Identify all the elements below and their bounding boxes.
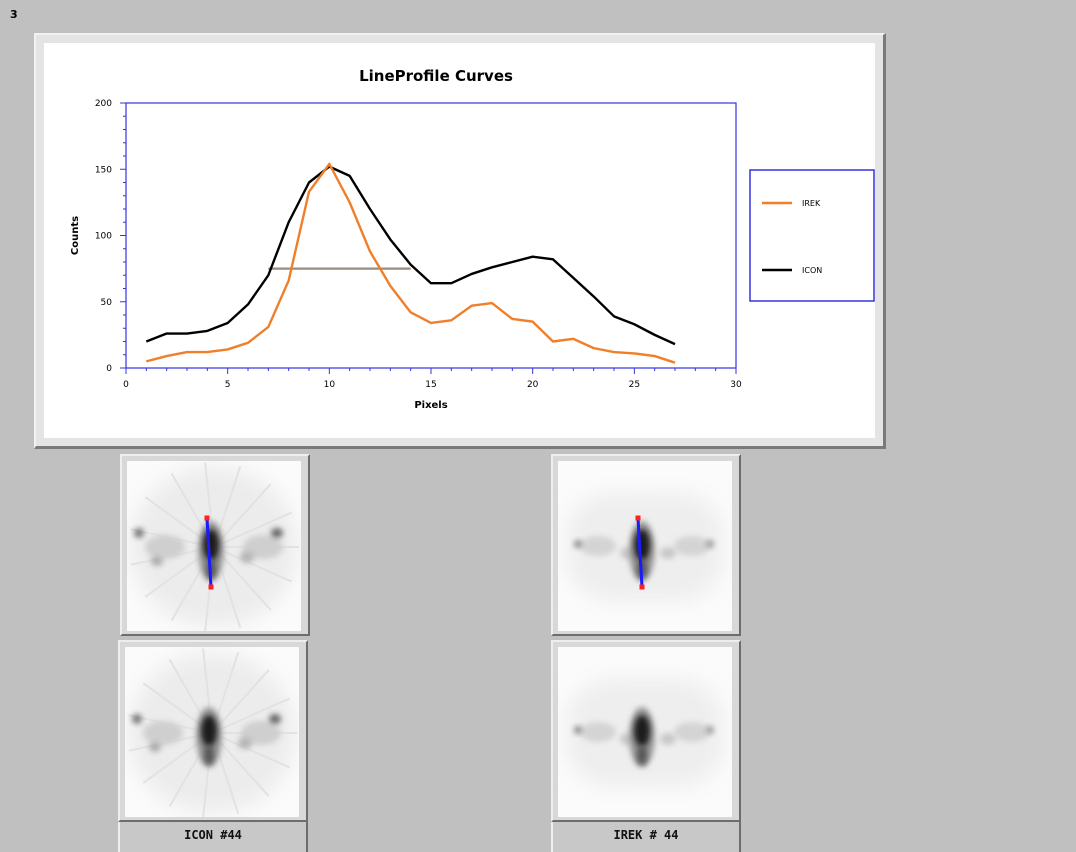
irek-image[interactable]: [558, 647, 732, 817]
legend-label-icon: ICON: [802, 266, 822, 275]
line-profile-chart: LineProfile Curves 0 5 10 15 20 25 30 0 50 100 150 2…: [70, 67, 875, 411]
irek-scan-image: [558, 461, 732, 631]
uptake-blob: [238, 737, 252, 749]
uptake-blob: [706, 726, 714, 734]
icon-profile-image-panel[interactable]: [120, 454, 310, 636]
uptake-blob: [271, 528, 283, 538]
central-structure-tail: [204, 745, 214, 765]
y-tick-label: 100: [95, 232, 112, 242]
x-tick-label: 10: [324, 380, 336, 390]
uptake-blob: [143, 721, 183, 745]
x-tick-label: 15: [425, 380, 436, 390]
legend-box: [749, 169, 875, 302]
uptake-blob: [574, 540, 582, 548]
y-tick-label: 150: [95, 165, 112, 175]
y-tick-label: 0: [106, 364, 112, 374]
x-tick-label: 25: [629, 380, 640, 390]
line-profile-chart-window: LineProfile Curves 0 5 10 15 20 25 30 0 50 100 150 2…: [34, 33, 886, 449]
uptake-blob: [706, 540, 714, 548]
uptake-blob: [674, 722, 710, 742]
streak-artifact: [213, 546, 293, 583]
uptake-blob: [240, 551, 254, 563]
profile-line[interactable]: [636, 517, 644, 588]
uptake-blob: [660, 733, 676, 745]
central-structure-core: [201, 715, 217, 747]
y-axis-label: Counts: [70, 216, 81, 255]
icon-image[interactable]: [125, 647, 299, 817]
central-structure-core: [634, 715, 650, 747]
profile-start-handle[interactable]: [635, 515, 641, 521]
series-line-irek: [146, 162, 676, 364]
streak-artifact: [211, 732, 291, 769]
legend-label-irek: IREK: [802, 199, 821, 208]
profile-start-handle[interactable]: [204, 515, 210, 521]
uptake-blob: [574, 726, 582, 734]
streak-artifact: [213, 511, 293, 548]
irek-caption: IREK # 44: [551, 822, 741, 852]
irek-profile-image-panel[interactable]: [551, 454, 741, 636]
chart-area: LineProfile Curves 0 5 10 15 20 25 30 0 50 100 150 2…: [44, 43, 875, 438]
y-tick-label: 200: [95, 99, 112, 109]
uptake-blob: [580, 536, 616, 556]
streak-artifact: [211, 697, 291, 734]
uptake-blob: [580, 722, 616, 742]
icon-image-panel[interactable]: [118, 640, 308, 822]
uptake-blob: [660, 547, 676, 559]
uptake-blob: [145, 535, 185, 559]
irek-image-panel[interactable]: [551, 640, 741, 822]
uptake-blob: [132, 714, 142, 724]
icon-image-with-profile[interactable]: [127, 461, 301, 631]
uptake-blob: [674, 536, 710, 556]
y-tick-label: 50: [101, 298, 113, 308]
uptake-blob: [149, 742, 161, 752]
x-tick-label: 20: [527, 380, 539, 390]
x-tick-label: 30: [730, 380, 742, 390]
x-tick-label: 0: [123, 380, 129, 390]
irek-scan-image-plain: [558, 647, 732, 817]
uptake-blob: [243, 535, 283, 559]
x-axis-label: Pixels: [414, 400, 447, 411]
legend: IREK ICON: [749, 169, 875, 302]
streak-artifact: [213, 483, 272, 548]
x-tick-label: 5: [225, 380, 231, 390]
irek-image-with-profile[interactable]: [558, 461, 732, 631]
central-structure-core: [203, 529, 219, 561]
uptake-blob: [269, 714, 281, 724]
central-structure-core: [634, 529, 650, 561]
profile-line[interactable]: [205, 517, 213, 588]
series-line-icon: [145, 165, 676, 346]
profile-end-handle[interactable]: [639, 584, 645, 590]
uptake-blob: [151, 556, 163, 566]
chart-title: LineProfile Curves: [359, 67, 513, 85]
uptake-blob: [134, 528, 144, 538]
page-number: 3: [10, 8, 18, 21]
uptake-blob: [241, 721, 281, 745]
profile-end-handle[interactable]: [208, 584, 214, 590]
icon-scan-image: [127, 461, 301, 631]
streak-artifact: [211, 669, 270, 734]
icon-scan-image-plain: [125, 647, 299, 817]
icon-caption: ICON #44: [118, 822, 308, 852]
central-structure-tail: [637, 745, 647, 765]
